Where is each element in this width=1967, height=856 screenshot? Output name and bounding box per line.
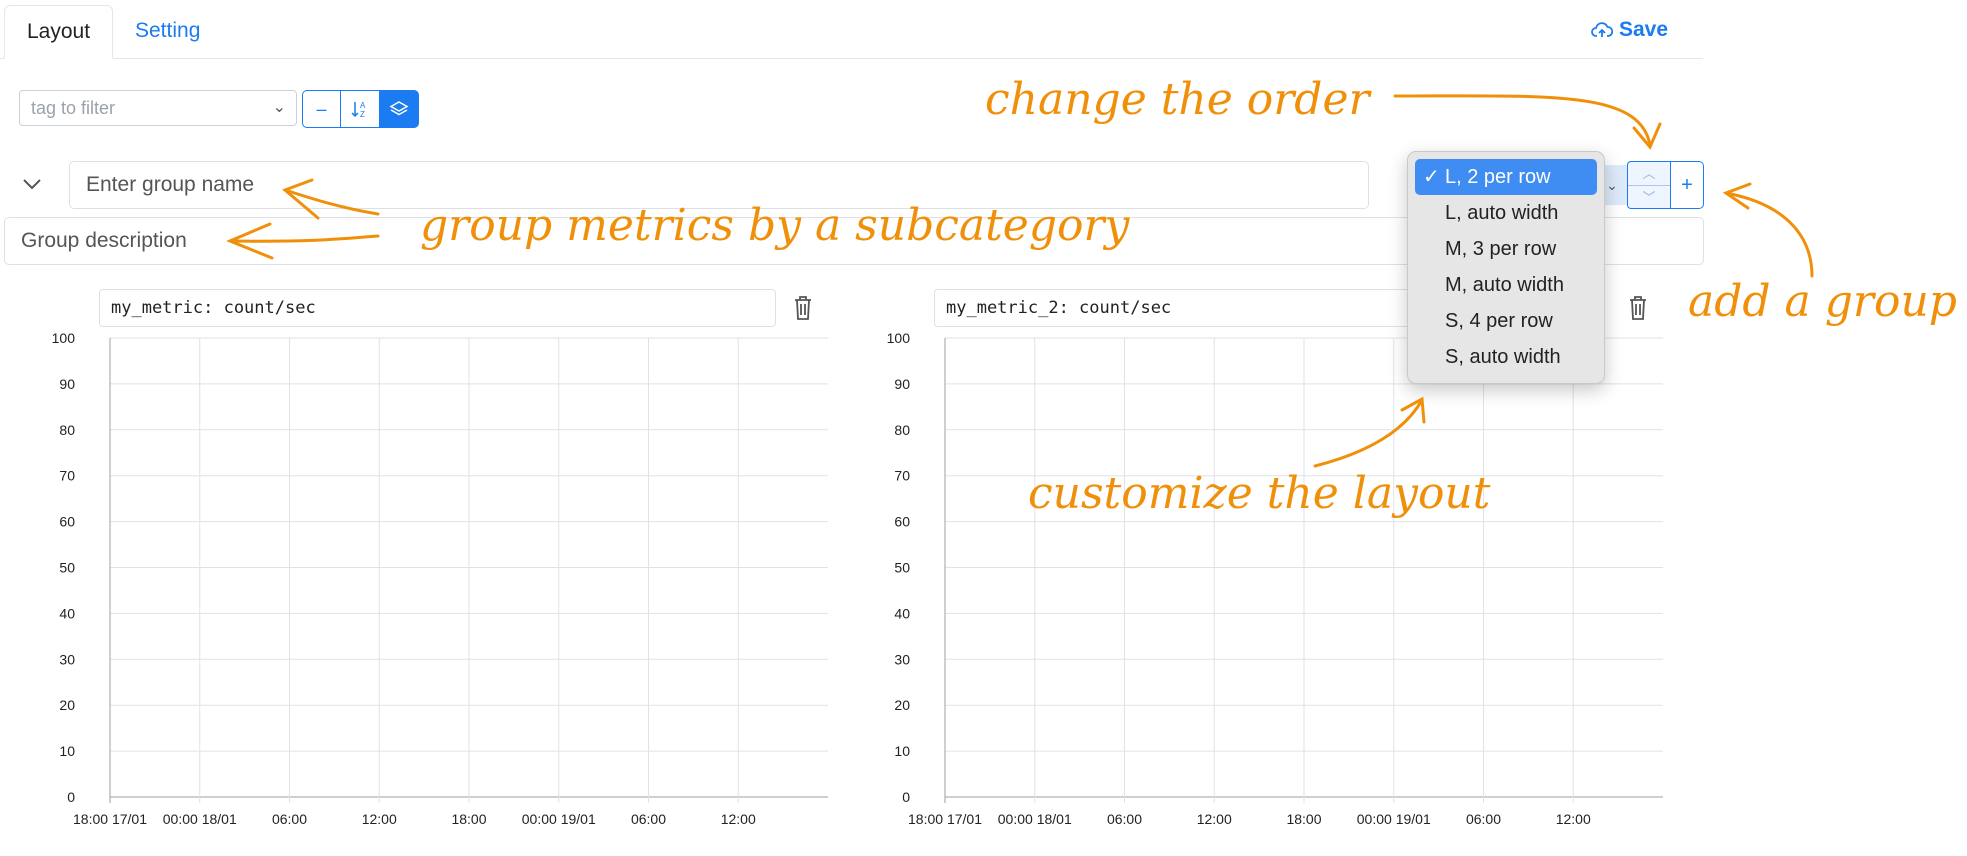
move-down-button[interactable]: ﹀ (1628, 185, 1670, 209)
minus-icon: – (316, 98, 327, 119)
layout-dropdown-menu: ✓ L, 2 per row L, auto width M, 3 per row M,… (1407, 151, 1605, 384)
trash-icon[interactable] (1627, 295, 1649, 321)
svg-text:A: A (360, 101, 366, 110)
annotation-change-order: change the order (985, 74, 1370, 125)
add-group-button[interactable]: + (1671, 161, 1704, 209)
sort-button[interactable]: A Z (341, 90, 380, 128)
layout-option-label: S, auto width (1445, 346, 1561, 368)
layout-option[interactable]: S, auto width (1415, 339, 1597, 375)
y-tick-label: 40 (894, 605, 910, 621)
y-tick-label: 70 (894, 468, 910, 484)
tag-filter-placeholder: tag to filter (31, 98, 116, 118)
y-tick-label: 20 (59, 697, 75, 713)
collapse-all-button[interactable]: – (302, 90, 341, 128)
chevron-collapse-icon[interactable] (20, 172, 44, 196)
group-description-input[interactable]: Group description (4, 217, 1704, 265)
y-tick-label: 70 (59, 468, 75, 484)
x-tick-label: 06:00 (272, 811, 307, 827)
chart-panel-2: 0 10 20 30 40 50 60 70 80 90 100 18:00 17/01 00:00 1… (887, 330, 1663, 827)
annotation-add-group: add a group (1688, 276, 1957, 327)
x-tick-label: 00:00 18/01 (998, 811, 1072, 827)
y-tick-label: 0 (67, 789, 75, 805)
group-name-input[interactable]: Enter group name (69, 161, 1369, 209)
layout-option-label: L, 2 per row (1445, 166, 1551, 188)
layout-option-label: M, auto width (1445, 274, 1564, 296)
y-tick-label: 80 (894, 422, 910, 438)
x-tick-label: 12:00 (362, 811, 397, 827)
chart-panel-1: 0 10 20 30 40 50 60 70 80 90 100 18:00 17/01 00:00 1… (52, 330, 828, 827)
move-up-button[interactable]: ︿ (1642, 166, 1656, 181)
group-toggle-button[interactable] (380, 90, 419, 128)
y-tick-label: 100 (52, 330, 76, 346)
x-tick-label: 06:00 (631, 811, 666, 827)
annotation-customize-layout: customize the layout (1028, 468, 1491, 519)
tag-filter-select[interactable]: tag to filter ⌄ (19, 90, 297, 126)
layout-option[interactable]: S, 4 per row (1415, 303, 1597, 339)
layout-option-label: M, 3 per row (1445, 238, 1557, 260)
y-tick-label: 90 (894, 376, 910, 392)
order-buttons: ︿ ﹀ (1627, 161, 1671, 209)
layout-option[interactable]: M, 3 per row (1415, 231, 1597, 267)
cloud-upload-icon (1591, 22, 1613, 37)
annotation-group-metrics: group metrics by a subcategory (420, 200, 1130, 251)
tab-layout[interactable]: Layout (4, 5, 114, 59)
x-tick-label: 06:00 (1107, 811, 1142, 827)
x-tick-label: 00:00 19/01 (522, 811, 596, 827)
metric-input-1[interactable]: my_metric: count/sec (99, 289, 776, 327)
x-tick-label: 12:00 (721, 811, 756, 827)
y-tick-label: 80 (59, 422, 75, 438)
layout-option-label: L, auto width (1445, 202, 1559, 224)
x-tick-label: 00:00 19/01 (1357, 811, 1431, 827)
y-tick-label: 20 (894, 697, 910, 713)
layers-icon (389, 101, 409, 116)
y-tick-label: 60 (894, 514, 910, 530)
y-tick-label: 40 (59, 605, 75, 621)
toolbar-button-group: – A Z (302, 90, 419, 128)
y-tick-label: 100 (887, 330, 911, 346)
x-tick-label: 12:00 (1556, 811, 1591, 827)
chevron-down-icon: ⌄ (272, 99, 286, 116)
y-tick-label: 10 (894, 743, 910, 759)
y-tick-label: 90 (59, 376, 75, 392)
layout-option[interactable]: M, auto width (1415, 267, 1597, 303)
x-tick-label: 18:00 17/01 (908, 811, 982, 827)
y-tick-label: 30 (894, 651, 910, 667)
layout-option[interactable]: L, auto width (1415, 195, 1597, 231)
y-tick-label: 0 (902, 789, 910, 805)
trash-icon[interactable] (792, 295, 814, 321)
x-tick-label: 18:00 (451, 811, 486, 827)
tab-bar: Layout Setting (0, 0, 1703, 59)
y-tick-label: 50 (59, 560, 75, 576)
save-label: Save (1619, 18, 1669, 41)
y-tick-label: 10 (59, 743, 75, 759)
x-tick-label: 06:00 (1466, 811, 1501, 827)
checkmark-icon: ✓ (1423, 166, 1440, 188)
x-tick-label: 00:00 18/01 (163, 811, 237, 827)
y-tick-label: 50 (894, 560, 910, 576)
save-button[interactable]: Save (1591, 18, 1668, 42)
y-tick-label: 30 (59, 651, 75, 667)
x-tick-label: 18:00 17/01 (73, 811, 147, 827)
svg-text:Z: Z (360, 110, 365, 119)
sort-az-icon: A Z (351, 101, 366, 119)
x-tick-label: 12:00 (1197, 811, 1232, 827)
x-tick-label: 18:00 (1286, 811, 1321, 827)
tab-setting[interactable]: Setting (135, 19, 201, 42)
layout-option-label: S, 4 per row (1445, 310, 1553, 332)
layout-option[interactable]: ✓ L, 2 per row (1415, 159, 1597, 195)
y-tick-label: 60 (59, 514, 75, 530)
